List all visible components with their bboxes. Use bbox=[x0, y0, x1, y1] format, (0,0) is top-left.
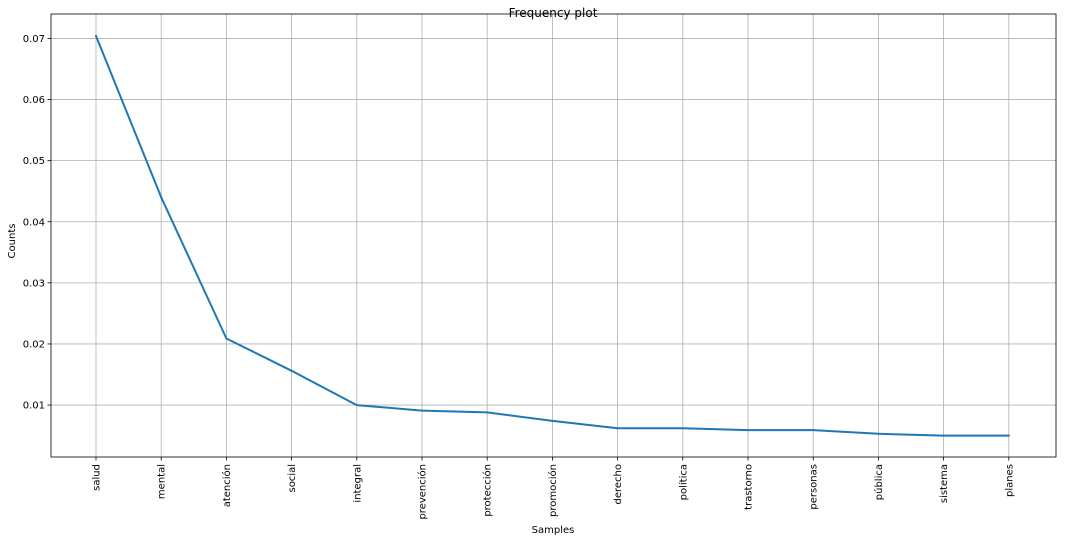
data-point bbox=[355, 404, 358, 407]
x-tick-label: promoción bbox=[547, 464, 559, 517]
y-tick-label: 0.02 bbox=[23, 339, 45, 350]
x-tick-label: política bbox=[677, 464, 689, 500]
axis-ticks: salud mental atención social integral prevenc… bbox=[23, 34, 1016, 520]
x-tick-label: social bbox=[287, 464, 298, 493]
data-point bbox=[942, 434, 945, 437]
x-tick-label: integral bbox=[352, 464, 363, 503]
data-point bbox=[747, 429, 749, 432]
x-tick-label: pública bbox=[873, 464, 885, 500]
x-tick-label: atención bbox=[221, 464, 233, 507]
grid-lines bbox=[51, 14, 1056, 457]
x-tick-label: sistema bbox=[939, 464, 950, 503]
y-tick-label: 0.03 bbox=[23, 278, 45, 289]
x-tick-label: mental bbox=[157, 464, 168, 499]
x-tick-label: prevención bbox=[417, 464, 429, 520]
data-point bbox=[225, 337, 228, 340]
data-point bbox=[877, 432, 880, 435]
data-point bbox=[486, 411, 489, 414]
x-tick-label: trastorno bbox=[744, 464, 755, 510]
x-tick-label: protección bbox=[482, 464, 494, 517]
x-tick-label: planes bbox=[1004, 464, 1015, 497]
data-point bbox=[812, 429, 815, 432]
y-tick-label: 0.07 bbox=[23, 34, 45, 45]
y-axis-label: Counts bbox=[7, 224, 18, 259]
data-point bbox=[421, 409, 423, 412]
y-tick-label: 0.04 bbox=[23, 217, 45, 228]
y-tick-label: 0.06 bbox=[23, 95, 45, 106]
line-series bbox=[95, 34, 1010, 437]
data-point bbox=[1007, 434, 1010, 437]
x-tick-label: personas bbox=[809, 464, 820, 510]
x-axis-label: Samples bbox=[532, 525, 575, 536]
data-point bbox=[681, 427, 684, 430]
y-tick-label: 0.01 bbox=[23, 401, 45, 412]
x-tick-label: derecho bbox=[613, 464, 624, 505]
data-point bbox=[95, 34, 97, 37]
x-tick-label: salud bbox=[92, 464, 103, 491]
data-point bbox=[290, 369, 293, 372]
y-tick-label: 0.05 bbox=[23, 156, 45, 167]
data-point bbox=[160, 196, 163, 199]
plot-frame bbox=[50, 13, 1057, 458]
chart-title: Frequency plot bbox=[509, 6, 598, 20]
data-point bbox=[551, 419, 554, 422]
data-point bbox=[616, 427, 619, 430]
